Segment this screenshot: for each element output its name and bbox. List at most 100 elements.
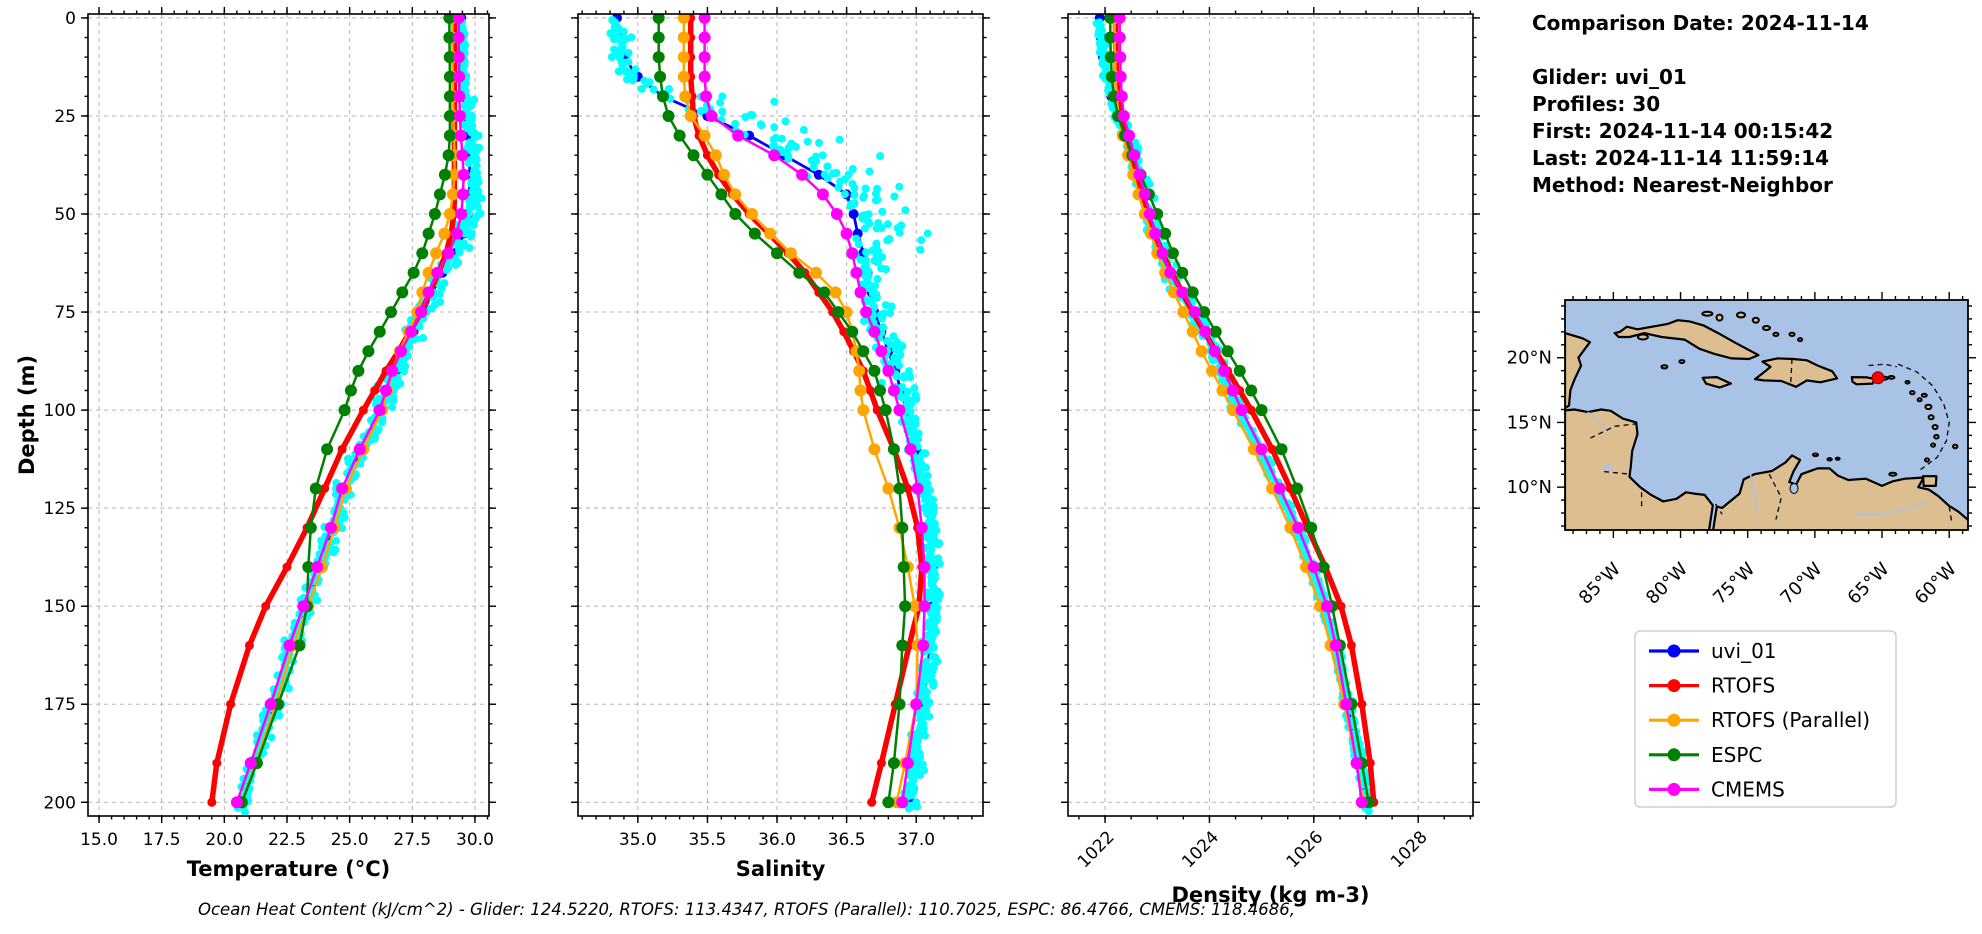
map-border-dashed <box>1603 470 1631 475</box>
series-marker <box>405 325 418 338</box>
series-marker <box>311 561 324 573</box>
scatter-point <box>859 317 868 326</box>
series-marker <box>320 484 330 493</box>
map-lat-label: 15°N <box>1507 412 1552 433</box>
density-panel: 1022 1024 1026 1028 Density (kg m-3) <box>1061 7 1480 907</box>
map-border-dashed <box>1948 506 1953 524</box>
scatter-point <box>809 163 818 172</box>
glider-name: Glider: uvi_01 <box>1532 65 1687 89</box>
series-marker <box>701 168 714 181</box>
scatter-point <box>929 576 938 585</box>
glider-scatter <box>1092 18 1375 816</box>
profiles-count: Profiles: 30 <box>1532 92 1661 116</box>
series-marker <box>652 14 665 24</box>
series-marker <box>1307 561 1320 573</box>
series-marker <box>443 110 456 122</box>
series-marker <box>887 384 900 397</box>
series-marker <box>846 247 859 260</box>
map-lake <box>1602 464 1613 471</box>
series-marker <box>1336 601 1346 611</box>
legend-item-ESPC: ESPC <box>1649 743 1762 767</box>
scatter-point <box>874 247 883 256</box>
glider-location-marker <box>1871 371 1885 385</box>
scatter-point <box>791 142 800 151</box>
scatter-point <box>645 78 654 87</box>
series-marker <box>1113 14 1126 24</box>
series-marker <box>422 286 435 299</box>
series-marker <box>438 168 451 181</box>
map-lat-label: 20°N <box>1507 348 1552 369</box>
series-marker <box>813 169 824 180</box>
legend: uvi_01 RTOFS RTOFS (Parallel) ESPC CMEMS <box>1634 630 1897 808</box>
series-marker <box>373 404 386 417</box>
series-marker <box>893 404 906 417</box>
scatter-point <box>921 667 930 676</box>
x-tick-label: 37.0 <box>897 830 935 850</box>
scatter-point <box>923 479 932 488</box>
scatter-point <box>865 219 874 228</box>
series-marker <box>1218 364 1231 377</box>
y-tick-label: 150 <box>44 597 76 617</box>
series-marker <box>899 600 912 613</box>
series-marker <box>1235 404 1248 417</box>
series-marker <box>746 208 758 220</box>
series-marker <box>443 70 456 83</box>
series-marker <box>876 758 886 768</box>
series-marker <box>1208 345 1221 358</box>
series-marker <box>433 188 446 201</box>
scatter-point <box>401 362 410 371</box>
legend-marker <box>1667 644 1681 658</box>
series-marker <box>677 31 690 44</box>
series-RTOFS <box>207 14 459 807</box>
series-marker <box>868 325 881 338</box>
series-marker <box>380 384 392 397</box>
scatter-point <box>916 245 925 254</box>
x-tick-label: 20.0 <box>205 830 243 850</box>
series-CMEMS <box>230 14 470 809</box>
scatter-point <box>1102 63 1111 72</box>
series-marker <box>450 227 463 240</box>
series-marker <box>453 90 466 103</box>
scatter-point <box>465 138 474 147</box>
series-marker <box>1115 90 1128 103</box>
scatter-point <box>468 127 477 136</box>
scatter-point <box>1098 71 1107 80</box>
map-lon-label: 80°W <box>1642 559 1692 609</box>
scatter-point <box>454 242 463 251</box>
series-marker <box>1245 384 1258 397</box>
scatter-point <box>872 292 881 301</box>
scatter-point <box>846 202 855 211</box>
scatter-point <box>807 156 816 165</box>
legend-marker <box>1667 713 1681 727</box>
series-marker <box>362 345 375 358</box>
series-marker <box>455 208 468 220</box>
scatter-point <box>459 222 468 231</box>
scatter-point <box>716 98 725 107</box>
map-island <box>1888 471 1898 477</box>
map-landmass <box>1850 376 1876 386</box>
scatter-point <box>637 84 646 93</box>
scatter-point <box>929 589 938 598</box>
series-marker <box>850 266 863 279</box>
series-marker <box>1199 325 1212 338</box>
scatter-point <box>895 228 904 237</box>
series-marker <box>385 306 397 319</box>
scatter-point <box>606 29 615 38</box>
series-marker <box>1104 51 1117 64</box>
series-marker <box>911 482 924 495</box>
series-marker <box>230 796 243 809</box>
scatter-point <box>906 373 915 382</box>
scatter-point <box>781 117 790 126</box>
scatter-point <box>474 192 483 201</box>
scatter-point <box>818 151 827 160</box>
scatter-point <box>469 170 478 179</box>
scatter-point <box>916 771 924 779</box>
series-marker <box>1305 521 1318 534</box>
series-marker <box>1273 482 1286 495</box>
map-lon-label: 75°W <box>1709 559 1759 609</box>
series-marker <box>784 247 797 260</box>
series-marker <box>854 384 867 397</box>
scatter-point <box>619 58 628 67</box>
scatter-point <box>876 152 885 161</box>
y-tick-label: 125 <box>44 499 76 519</box>
